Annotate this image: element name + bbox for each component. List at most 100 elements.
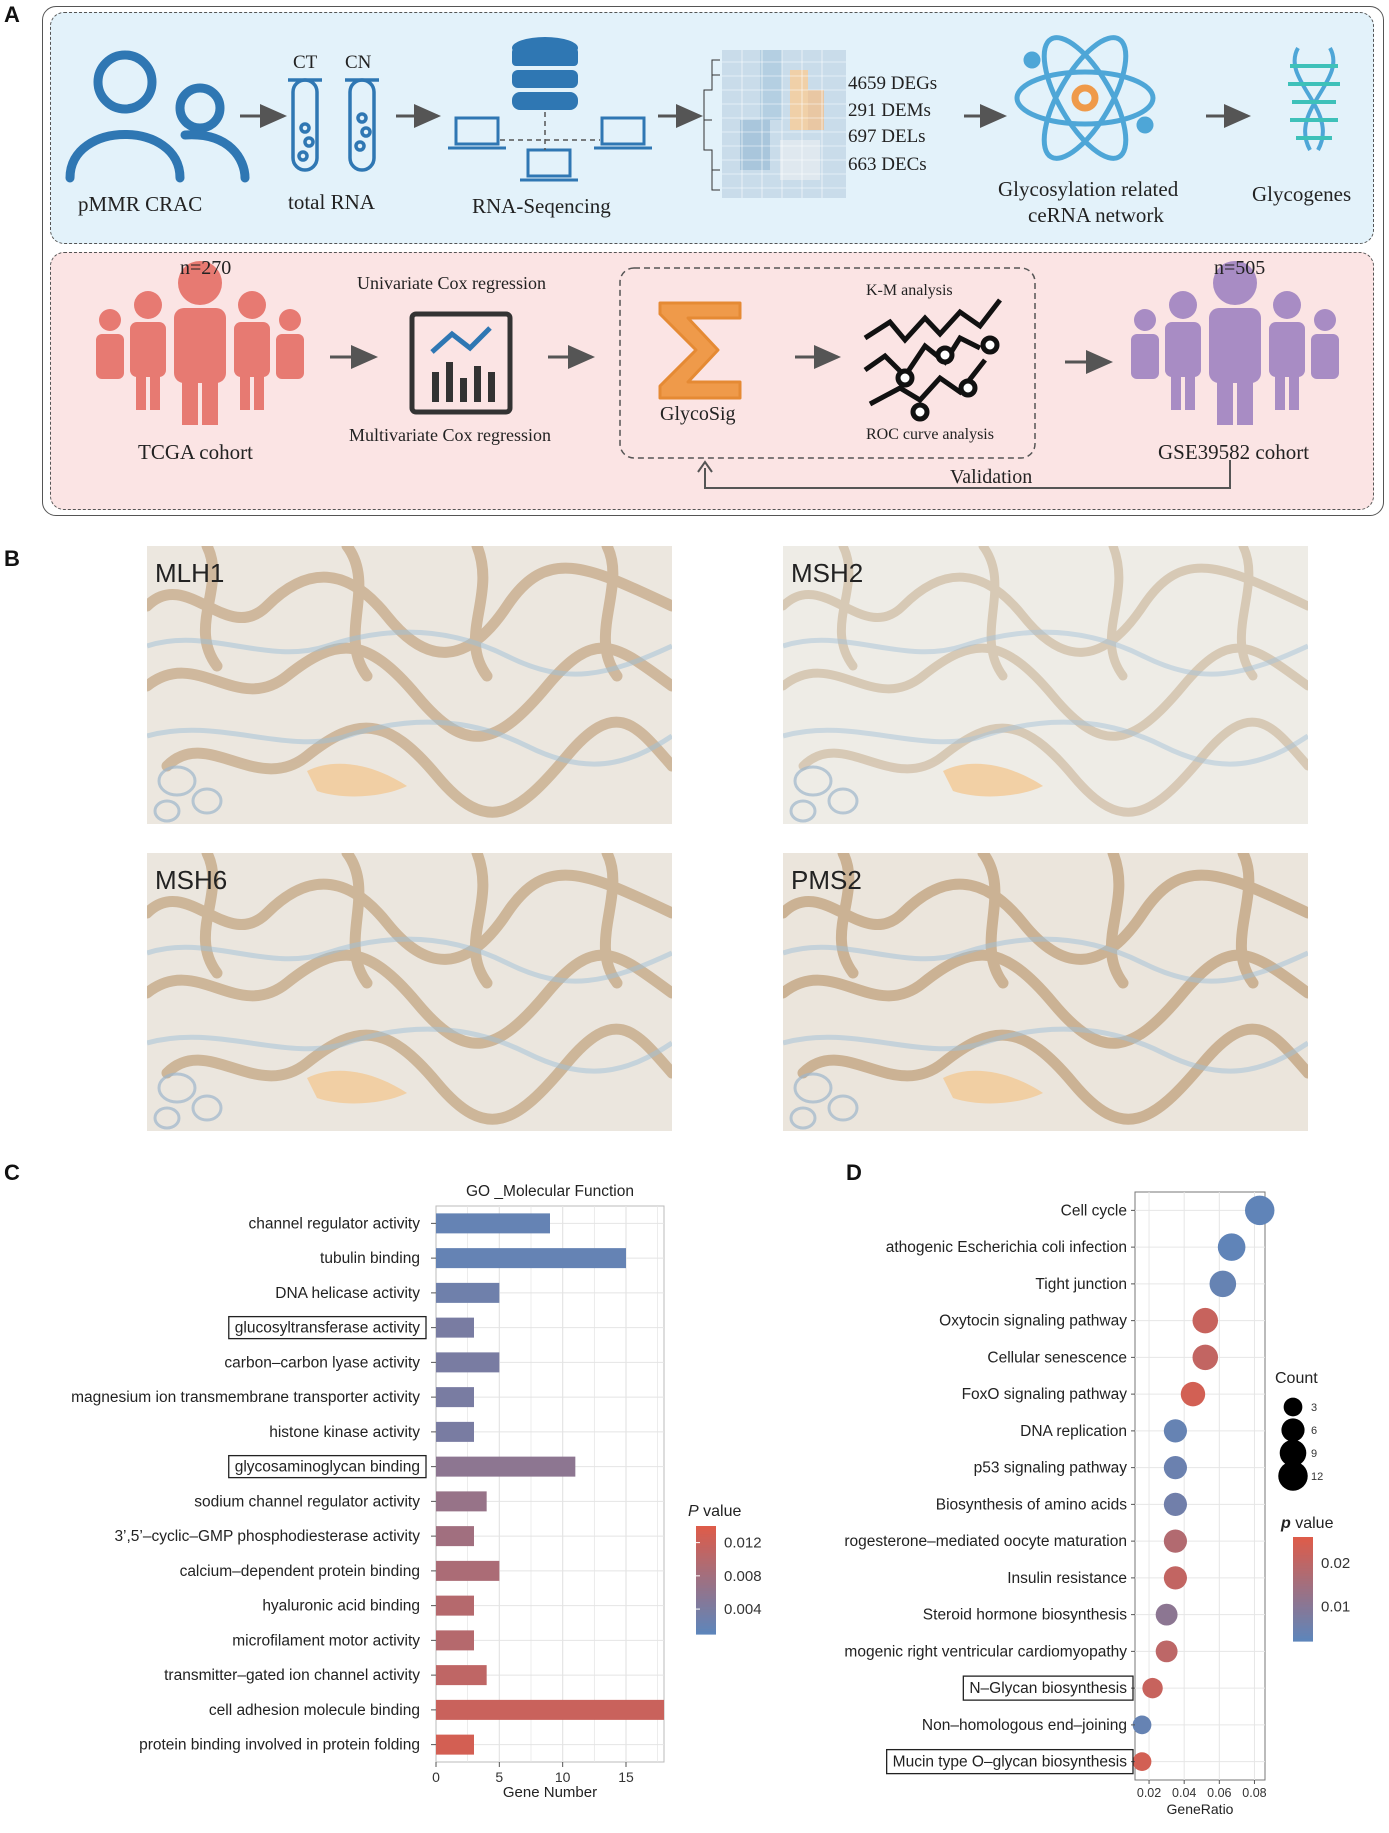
legend-gradient-step [696, 1620, 716, 1624]
legend-gradient-step [696, 1612, 716, 1616]
bar [436, 1282, 500, 1303]
highlight-box [228, 1454, 427, 1479]
count-legend-label: 12 [1311, 1471, 1323, 1483]
tcga-people-icon [96, 261, 304, 425]
legend-gradient-step [696, 1563, 716, 1568]
legend-gradient-step [1293, 1594, 1313, 1598]
category-label: Arrhythmogenic right ventricular cardiom… [845, 1643, 1127, 1660]
legend-gradient-step [1293, 1568, 1313, 1572]
legend-gradient-step [1293, 1547, 1313, 1551]
category-label: channel regulator activity [249, 1215, 421, 1232]
dot [1155, 1640, 1178, 1663]
bar [436, 1560, 500, 1581]
legend-gradient-step [1293, 1544, 1313, 1548]
gse-people-icon [1131, 261, 1339, 425]
label-degs: 4659 DEGs [848, 73, 938, 94]
highlight-box [228, 1315, 427, 1340]
legend-gradient-step [1293, 1539, 1313, 1543]
legend-gradient-step [696, 1615, 716, 1619]
ihc-texture [783, 546, 1308, 824]
ihc-image-mlh1: MLH1 [147, 546, 672, 824]
dot [1155, 1603, 1178, 1626]
category-label: sodium channel regulator activity [194, 1493, 420, 1510]
legend-gradient-step [1293, 1573, 1313, 1577]
label-univariate: Univariate Cox regression [357, 273, 546, 293]
label-roc: ROC curve analysis [866, 426, 994, 443]
x-ticks: 0.02 0.04 0.06 0.08 [1137, 1780, 1267, 1800]
category-label: cell adhesion molecule binding [209, 1702, 420, 1719]
label-total-rna: total RNA [288, 190, 375, 214]
bar [436, 1248, 626, 1269]
category-label: tubulin binding [320, 1250, 420, 1267]
laptop-icons [448, 116, 652, 182]
category-labels: Cell cycle athogenic Escherichia coli inf… [845, 1202, 1135, 1775]
legend-gradient-step [1293, 1552, 1313, 1556]
dots [1132, 1195, 1275, 1771]
dot [1180, 1381, 1206, 1407]
label-multivariate: Multivariate Cox regression [349, 425, 551, 445]
category-label: 3’,5’–cyclic–GMP phosphodiesterase activ… [114, 1528, 420, 1545]
legend-gradient-step [1293, 1622, 1313, 1626]
kegg-dot-chart: Cell cycle athogenic Escherichia coli inf… [845, 1191, 1350, 1817]
ihc-texture [147, 853, 672, 1131]
regression-chart-icon [409, 311, 513, 415]
legend-gradient-step [1293, 1630, 1313, 1634]
dot [1142, 1677, 1163, 1699]
legend-gradient-step [1293, 1599, 1313, 1603]
panel-label-a: A [4, 2, 20, 27]
label-rna-seq: RNA-Seqencing [472, 194, 611, 218]
dot [1132, 1752, 1152, 1771]
bar [436, 1456, 576, 1477]
x-axis-label: GeneRatio [1167, 1801, 1234, 1817]
workflow-graphics [65, 35, 1340, 489]
x-ticks: 0 5 10 15 [432, 1762, 634, 1785]
chart-title: GO _Molecular Function [466, 1183, 634, 1200]
label-gse: GSE39582 cohort [1158, 440, 1310, 464]
dot [1209, 1270, 1237, 1298]
highlight-box [962, 1675, 1134, 1701]
dot [1192, 1307, 1219, 1334]
legend-gradient-step [1293, 1550, 1313, 1554]
category-label: glycosaminoglycan binding [235, 1459, 420, 1476]
panel-label-d: D [846, 1160, 862, 1185]
legend-gradient-step [1293, 1565, 1313, 1569]
category-label: FoxO signaling pathway [962, 1386, 1128, 1403]
legend-gradient-step [696, 1623, 716, 1627]
x-tick-label: 0.08 [1242, 1786, 1266, 1800]
category-label: Cell cycle [1061, 1202, 1127, 1219]
dot [1244, 1195, 1275, 1226]
legend-gradient-step [1293, 1607, 1313, 1611]
dot [1192, 1344, 1219, 1371]
atom-icon [1014, 35, 1156, 161]
label-network-2: ceRNA network [1028, 203, 1164, 227]
ihc-image-pms2: PMS2 [783, 853, 1308, 1131]
ihc-texture [783, 853, 1308, 1131]
legend-gradient-step [696, 1550, 716, 1554]
highlight-box [886, 1748, 1134, 1775]
count-legend-dot [1283, 1397, 1303, 1417]
legend-gradient-step [1293, 1604, 1313, 1608]
legend-gradient-step [696, 1558, 716, 1562]
workflow-outer-frame [42, 6, 1384, 516]
pvalue-legend-title: p value [1280, 1515, 1334, 1532]
legend-gradient-step [1293, 1557, 1313, 1561]
label-cn: CN [345, 52, 372, 73]
category-label: Biosynthesis of amino acids [936, 1496, 1128, 1513]
bar [436, 1595, 474, 1616]
legend-gradient-step [696, 1577, 716, 1581]
bar [436, 1352, 500, 1373]
legend-tick-label: 0.004 [724, 1601, 762, 1618]
bar [436, 1213, 550, 1234]
legend-gradient-step [696, 1561, 716, 1565]
ihc-label-msh6: MSH6 [155, 865, 228, 895]
category-label: N–Glycan biosynthesis [969, 1680, 1127, 1697]
sigma-icon [658, 301, 742, 400]
label-tcga: TCGA cohort [138, 440, 253, 464]
database-icon [512, 37, 578, 110]
panel-label-c: C [4, 1160, 20, 1185]
legend-gradient-step [696, 1571, 716, 1576]
legend-gradient-step [1293, 1596, 1313, 1600]
dot [1163, 1566, 1187, 1590]
count-legend-label: 6 [1311, 1425, 1317, 1437]
legend-gradient-step [696, 1547, 716, 1551]
